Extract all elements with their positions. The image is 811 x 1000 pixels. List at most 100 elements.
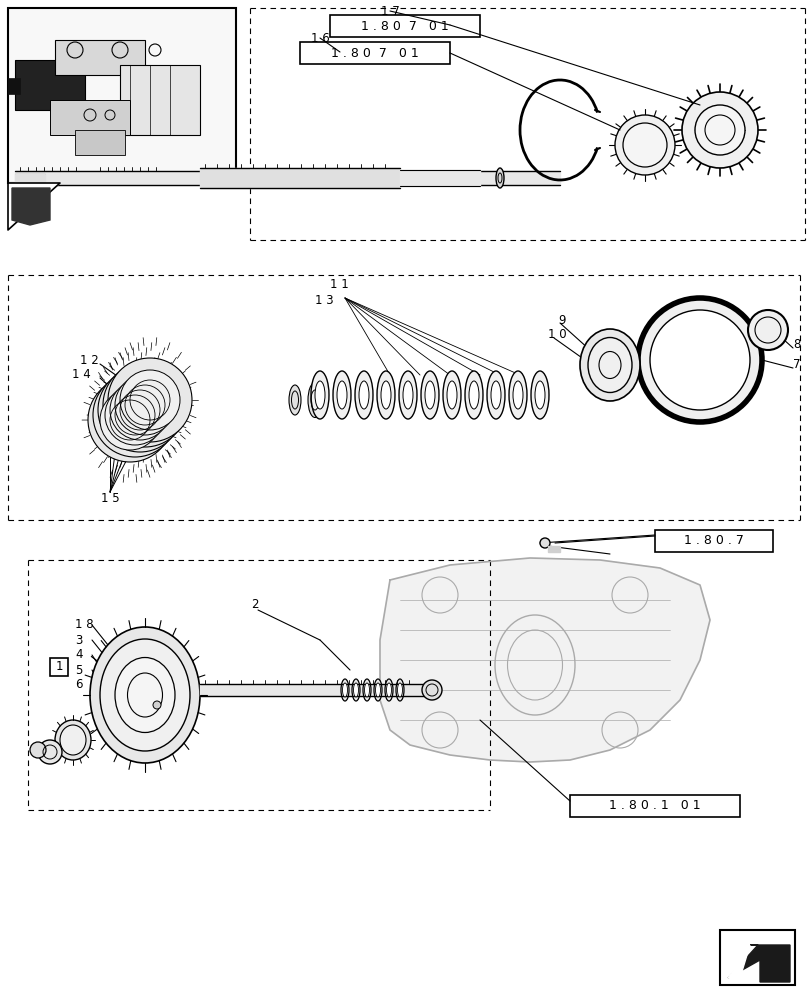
Bar (8, 78, 20, 94)
Polygon shape (727, 945, 749, 978)
Ellipse shape (508, 371, 526, 419)
Ellipse shape (375, 683, 380, 697)
Ellipse shape (579, 329, 639, 401)
Text: 6: 6 (75, 678, 83, 692)
Bar (50, 100, 130, 135)
Ellipse shape (380, 381, 391, 409)
Circle shape (88, 378, 172, 462)
Ellipse shape (289, 385, 301, 415)
Bar (75, 130, 125, 155)
Polygon shape (380, 558, 709, 762)
Ellipse shape (315, 381, 324, 409)
Circle shape (30, 742, 46, 758)
Text: 9: 9 (557, 314, 564, 326)
Circle shape (103, 363, 187, 447)
Circle shape (649, 310, 749, 410)
Circle shape (108, 358, 191, 442)
Text: 1 . 8 0  7   0 1: 1 . 8 0 7 0 1 (361, 20, 448, 33)
Polygon shape (12, 188, 50, 225)
Circle shape (622, 123, 666, 167)
Ellipse shape (396, 679, 404, 701)
Bar (15, 60, 85, 110)
Ellipse shape (469, 381, 478, 409)
Ellipse shape (333, 371, 350, 419)
Text: 1 . 8 0 . 1   0 1: 1 . 8 0 . 1 0 1 (608, 799, 700, 812)
Circle shape (115, 375, 175, 435)
Text: 1 2: 1 2 (80, 354, 99, 366)
Text: 1 . 8 0  7   0 1: 1 . 8 0 7 0 1 (331, 47, 418, 60)
Bar (120, 65, 200, 135)
Polygon shape (15, 171, 560, 185)
Circle shape (614, 115, 674, 175)
Circle shape (422, 680, 441, 700)
Circle shape (109, 380, 169, 440)
Text: 1 4: 1 4 (72, 368, 91, 381)
Polygon shape (15, 174, 45, 182)
Text: 4: 4 (75, 648, 83, 662)
Ellipse shape (90, 627, 200, 763)
Ellipse shape (446, 381, 457, 409)
Circle shape (105, 385, 165, 445)
Circle shape (98, 368, 182, 452)
Bar (55, 40, 145, 75)
Polygon shape (200, 684, 430, 696)
Ellipse shape (55, 720, 91, 760)
Ellipse shape (100, 639, 190, 751)
Text: 1 5: 1 5 (101, 491, 119, 504)
Circle shape (120, 370, 180, 430)
Circle shape (38, 740, 62, 764)
Bar (299, 42, 449, 64)
Text: 1 6: 1 6 (311, 32, 329, 45)
Text: 7: 7 (792, 359, 800, 371)
Ellipse shape (397, 683, 402, 697)
Text: 1 . 8 0 . 7: 1 . 8 0 . 7 (683, 534, 743, 548)
Ellipse shape (353, 683, 358, 697)
Ellipse shape (398, 371, 417, 419)
Circle shape (539, 538, 549, 548)
Text: 1 3: 1 3 (315, 294, 333, 306)
Ellipse shape (443, 371, 461, 419)
Text: 2: 2 (251, 598, 259, 611)
Circle shape (100, 390, 160, 450)
Ellipse shape (534, 381, 544, 409)
Ellipse shape (424, 381, 435, 409)
Bar (719, 930, 794, 985)
Ellipse shape (307, 382, 322, 418)
Ellipse shape (386, 683, 391, 697)
Ellipse shape (465, 371, 483, 419)
Ellipse shape (513, 381, 522, 409)
Ellipse shape (351, 679, 359, 701)
Ellipse shape (115, 658, 175, 732)
Text: 3: 3 (75, 634, 82, 647)
Polygon shape (200, 168, 400, 188)
Text: 1 7: 1 7 (380, 5, 399, 18)
Text: 5: 5 (75, 664, 82, 676)
Text: 1 1: 1 1 (329, 278, 348, 292)
Ellipse shape (487, 371, 504, 419)
Bar (569, 795, 739, 817)
Circle shape (681, 92, 757, 168)
Circle shape (747, 310, 787, 350)
Ellipse shape (402, 381, 413, 409)
Ellipse shape (342, 683, 347, 697)
Ellipse shape (420, 371, 439, 419)
Ellipse shape (384, 679, 393, 701)
Ellipse shape (491, 381, 500, 409)
Ellipse shape (587, 338, 631, 392)
Polygon shape (400, 170, 479, 186)
Ellipse shape (364, 683, 369, 697)
Bar (50, 658, 68, 676)
Polygon shape (547, 546, 560, 552)
Ellipse shape (496, 168, 504, 188)
Ellipse shape (311, 371, 328, 419)
Ellipse shape (363, 679, 371, 701)
Bar (329, 15, 479, 37)
Bar (654, 530, 772, 552)
Ellipse shape (530, 371, 548, 419)
Text: 1 8: 1 8 (75, 618, 93, 632)
Circle shape (152, 701, 161, 709)
Ellipse shape (358, 381, 368, 409)
Circle shape (93, 373, 177, 457)
Ellipse shape (354, 371, 372, 419)
Ellipse shape (341, 679, 349, 701)
